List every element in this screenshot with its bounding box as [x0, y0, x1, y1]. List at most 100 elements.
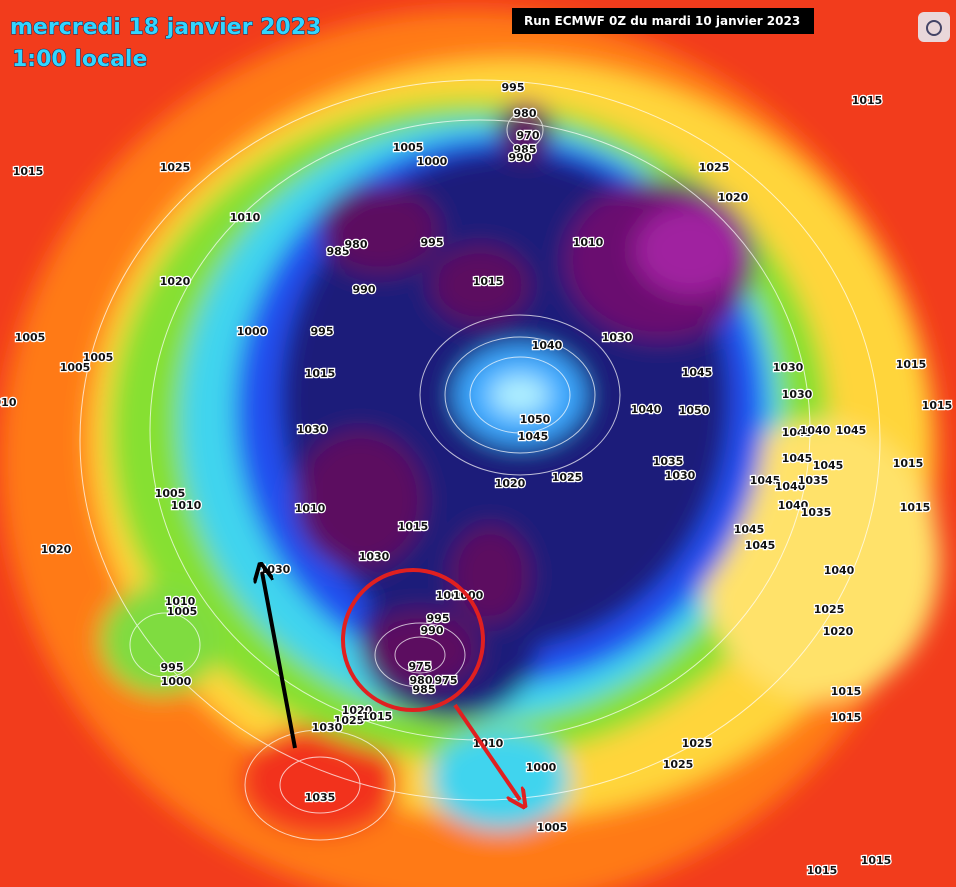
pressure-label: 1045: [518, 430, 549, 443]
pressure-label: 1045: [782, 426, 813, 439]
pressure-label: 1030: [312, 721, 343, 734]
pressure-label: 1040: [532, 339, 563, 352]
pressure-label: 1030: [359, 550, 390, 563]
pressure-label: 1005: [393, 141, 424, 154]
pressure-label: 1015: [831, 711, 862, 724]
pressure-label: 975: [435, 674, 458, 687]
pressure-label: 1005: [60, 361, 91, 374]
pressure-label: 1015: [807, 864, 838, 877]
pressure-label: 1050: [679, 404, 710, 417]
pressure-field: [0, 10, 940, 887]
pressure-label: 1015: [852, 94, 883, 107]
pressure-label: 1010: [171, 499, 202, 512]
pressure-label: 970: [517, 129, 540, 142]
pressure-label: 980: [410, 674, 433, 687]
pressure-label: 1030: [773, 361, 804, 374]
pressure-label: 1015: [831, 685, 862, 698]
pressure-label: 1010: [295, 502, 326, 515]
pressure-label: 1030: [782, 388, 813, 401]
pressure-label: 1020: [823, 625, 854, 638]
pressure-label: 980: [514, 107, 537, 120]
annotation-arrow: [262, 572, 297, 749]
pressure-label: 1040: [775, 480, 806, 493]
pressure-label: 1005: [155, 487, 186, 500]
pressure-label: 1015: [305, 367, 336, 380]
pressure-label: 1040: [800, 424, 831, 437]
pressure-label: 1015: [13, 165, 44, 178]
pressure-label: 1005: [83, 351, 114, 364]
time-title: 1:00 locale: [12, 47, 147, 72]
pressure-label: 1045: [745, 539, 776, 552]
pressure-label: 1010: [230, 211, 261, 224]
pressure-label: 1025: [682, 737, 713, 750]
pressure-label: 1015: [362, 710, 393, 723]
pressure-label: 1005: [167, 605, 198, 618]
annotation-circle: [341, 568, 485, 712]
pressure-label: 1025: [663, 758, 694, 771]
pressure-label: 1035: [653, 455, 684, 468]
pressure-label: 995: [427, 612, 450, 625]
pressure-label: 1015: [900, 501, 931, 514]
pressure-label: 975: [409, 660, 432, 673]
pressure-label: 1035: [801, 506, 832, 519]
pressure-label: 1005: [15, 331, 46, 344]
pressure-label: 995: [502, 81, 525, 94]
pressure-label: 1045: [836, 424, 867, 437]
pressure-label: 1025: [334, 714, 365, 727]
run-label: Run ECMWF 0Z du mardi 10 janvier 2023: [524, 14, 800, 28]
pressure-label: 995: [311, 325, 334, 338]
pressure-label: 1025: [814, 603, 845, 616]
pressure-label: 1040: [631, 403, 662, 416]
pressure-label: 985: [413, 683, 436, 696]
pressure-label: 1005: [537, 821, 568, 834]
pressure-label: 1030: [602, 331, 633, 344]
pressure-label: 1045: [782, 452, 813, 465]
pressure-label: 985: [514, 143, 537, 156]
pressure-label: 990: [353, 283, 376, 296]
pressure-label: 1015: [473, 275, 504, 288]
pressure-label: 1045: [682, 366, 713, 379]
pressure-label: 1050: [520, 413, 551, 426]
camera-icon[interactable]: [918, 12, 950, 42]
pressure-label: 1020: [718, 191, 749, 204]
pressure-label: 1000: [237, 325, 268, 338]
pressure-label: 990: [509, 151, 532, 164]
pressure-label: 1015: [922, 399, 953, 412]
date-title: mercredi 18 janvier 2023: [10, 15, 321, 40]
pressure-label: 985: [327, 245, 350, 258]
pressure-label: 1020: [41, 543, 72, 556]
pressure-label: 1025: [160, 161, 191, 174]
pressure-label: 1030: [665, 469, 696, 482]
pressure-label: 1035: [305, 791, 336, 804]
run-box: [512, 8, 814, 34]
pressure-label: 1015: [896, 358, 927, 371]
pressure-label: 1015: [893, 457, 924, 470]
pressure-label: 1010: [573, 236, 604, 249]
annotation-arrow: [453, 703, 520, 800]
pressure-label: 1025: [699, 161, 730, 174]
pressure-label: 1045: [750, 474, 781, 487]
pressure-label: 1035: [798, 474, 829, 487]
pressure-label: 1000: [161, 675, 192, 688]
pressure-label: 1045: [813, 459, 844, 472]
pressure-label: 1040: [778, 499, 809, 512]
pressure-label: 980: [345, 238, 368, 251]
pressure-label: 1015: [861, 854, 892, 867]
pressure-label: 995: [161, 661, 184, 674]
pressure-label: 1000: [526, 761, 557, 774]
pressure-label: 1020: [495, 477, 526, 490]
pressure-label: 1015: [398, 520, 429, 533]
pressure-label: 1030: [297, 423, 328, 436]
pressure-label: 995: [421, 236, 444, 249]
pressure-label: 1020: [160, 275, 191, 288]
pressure-label: 1010: [165, 595, 196, 608]
pressure-label: 990: [421, 624, 444, 637]
pressure-label: 1020: [342, 704, 373, 717]
pressure-label: 1025: [552, 471, 583, 484]
pressure-label: 1000: [436, 589, 467, 602]
pressure-label: 1000: [417, 155, 448, 168]
pressure-label: 1045: [734, 523, 765, 536]
pressure-label: 010: [0, 396, 17, 409]
pressure-label: 1040: [824, 564, 855, 577]
